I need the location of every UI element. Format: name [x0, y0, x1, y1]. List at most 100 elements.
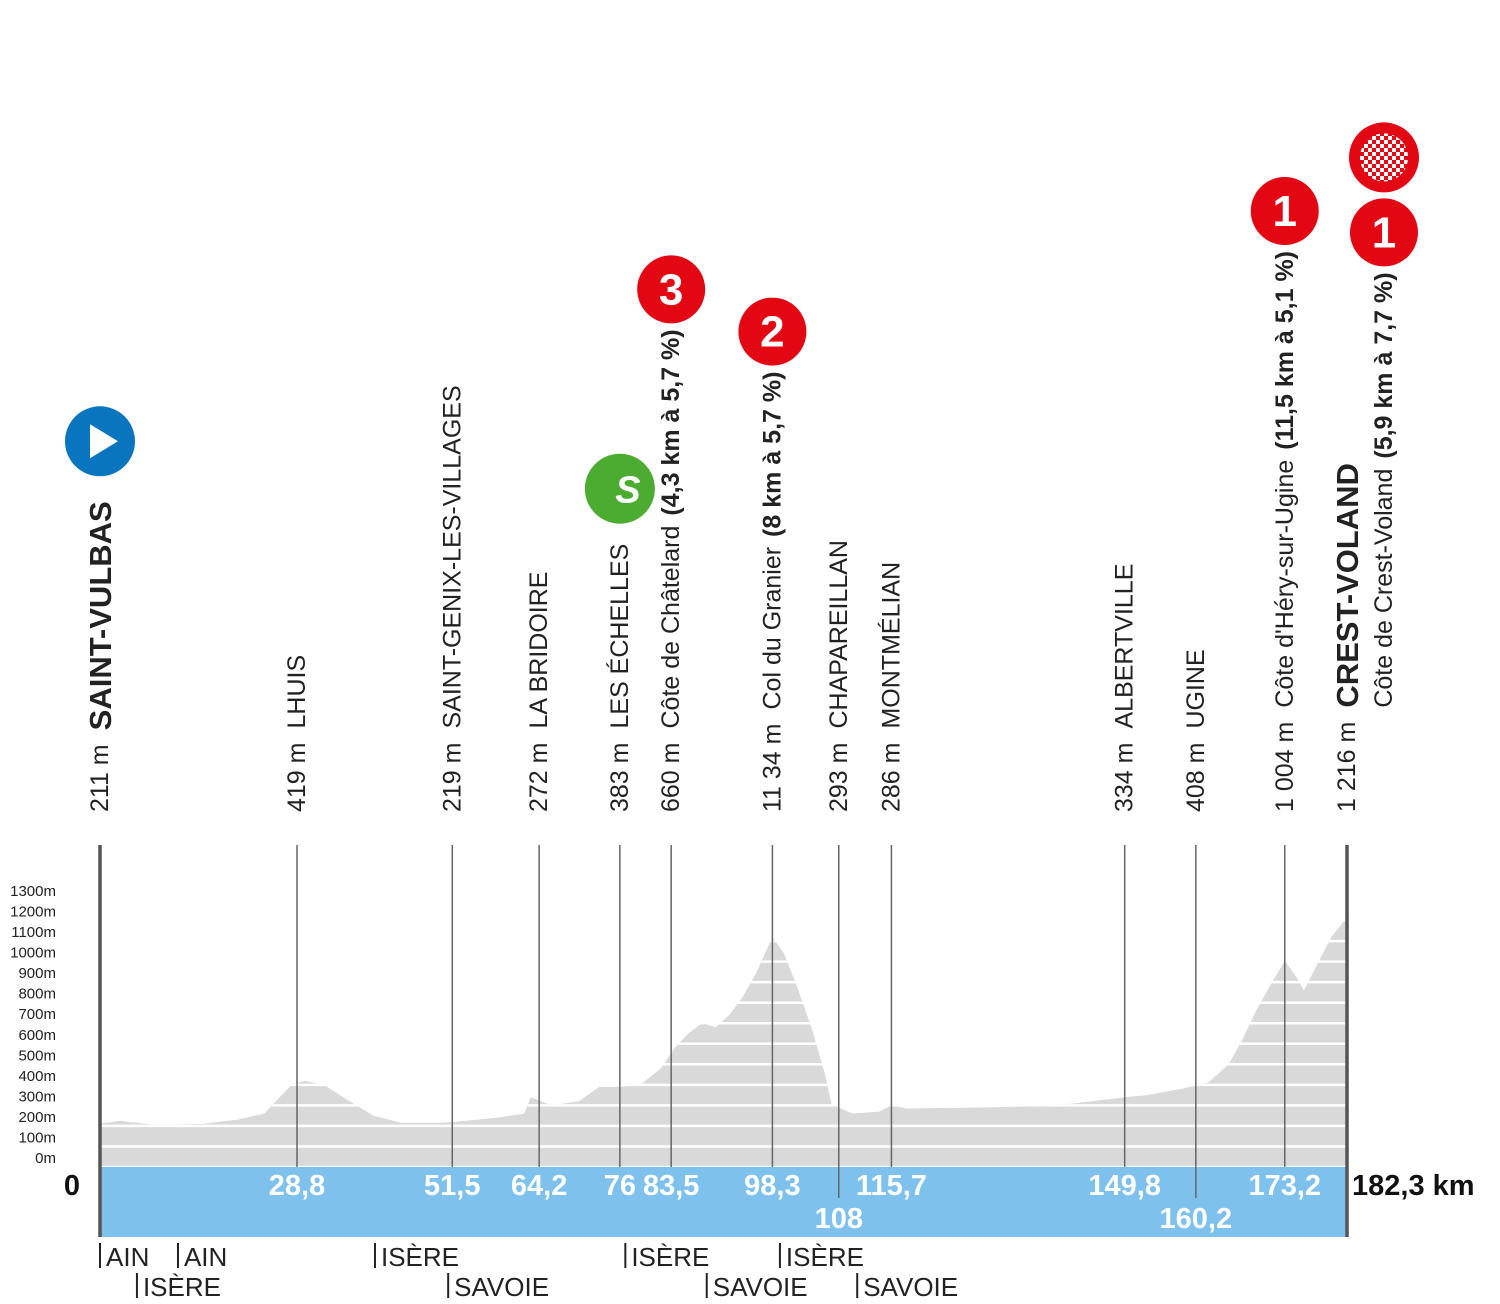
km-label: 149,8	[1088, 1170, 1161, 1202]
waypoint-altitude: 286 m	[877, 743, 905, 812]
waypoint-name: LHUIS	[283, 655, 311, 729]
waypoint-text: 1 216 m CREST-VOLAND	[1330, 463, 1365, 812]
waypoint-name: Col du Granier	[758, 547, 786, 710]
waypoint-altitude: 293 m	[825, 743, 853, 812]
km-label: 115,7	[856, 1170, 927, 1202]
distance-band	[100, 1167, 1347, 1237]
waypoint-label: 660 m Côte de Châtelard (4,3 km à 5,7 %)	[657, 329, 685, 812]
waypoint-altitude: 334 m	[1111, 743, 1139, 812]
border-label: ISÈRE	[631, 1242, 709, 1272]
waypoint-text: 660 m Côte de Châtelard (4,3 km à 5,7 %)	[657, 329, 685, 812]
climb-detail: (8 km à 5,7 %)	[758, 372, 786, 537]
km-label: 64,2	[511, 1170, 567, 1202]
waypoint-text: 383 m LES ÉCHELLES	[605, 544, 634, 812]
y-tick-label: 100m	[18, 1129, 56, 1146]
km-label: 28,8	[269, 1170, 325, 1202]
waypoint-altitude: 1 004 m	[1271, 722, 1299, 812]
sprint-badge	[584, 453, 655, 524]
waypoint-text: 419 m LHUIS	[283, 655, 311, 812]
waypoint-text: 11 34 m Col du Granier (8 km à 5,7 %)	[758, 372, 786, 812]
waypoint-label: 419 m LHUIS	[283, 655, 311, 812]
waypoint-label: 334 m ALBERTVILLE	[1111, 564, 1139, 812]
elevation-area	[100, 917, 1347, 1167]
waypoint-name: SAINT-VULBAS	[83, 501, 118, 730]
border-label: AIN	[184, 1242, 227, 1272]
km-label: 0	[64, 1170, 80, 1202]
waypoint-label: 383 m LES ÉCHELLES	[605, 544, 634, 812]
waypoint-text: 272 m LA BRIDOIRE	[525, 572, 553, 812]
waypoint-name: Côte de Châtelard	[657, 526, 685, 729]
climb-detail: (11,5 km à 5,1 %)	[1271, 251, 1299, 450]
climb-detail: (4,3 km à 5,7 %)	[657, 329, 685, 515]
border-label: SAVOIE	[713, 1272, 808, 1302]
sprint-label: S	[615, 470, 640, 512]
y-tick-label: 200m	[18, 1109, 56, 1126]
waypoint-text: 334 m ALBERTVILLE	[1111, 564, 1139, 812]
waypoint-altitude: 272 m	[525, 743, 553, 812]
waypoint-name: CHAPAREILLAN	[825, 540, 853, 729]
y-tick-label: 300m	[18, 1088, 56, 1105]
km-label: 98,3	[744, 1170, 800, 1202]
waypoint-label: 408 m UGINE	[1182, 649, 1210, 812]
waypoint-altitude: 419 m	[283, 743, 311, 812]
waypoint-altitude: 211 m	[86, 744, 114, 812]
km-label: 76	[604, 1170, 636, 1202]
waypoint-label: 219 m SAINT-GENIX-LES-VILLAGES	[438, 385, 466, 812]
climb-text: Côte de Crest-Voland (5,9 km à 7,7 %)	[1370, 272, 1398, 707]
km-label: 160,2	[1160, 1203, 1233, 1235]
waypoint-name: SAINT-GENIX-LES-VILLAGES	[438, 385, 466, 728]
waypoint-label: 1 004 m Côte d'Héry-sur-Ugine (11,5 km à 5…	[1271, 251, 1299, 812]
climb-category-badge	[1350, 198, 1418, 267]
y-tick-label: 1200m	[10, 904, 56, 921]
climb-category: 3	[659, 265, 683, 314]
climb-category-badge	[1250, 177, 1319, 245]
y-tick-label: 1100m	[11, 924, 56, 941]
km-label: 51,5	[424, 1170, 480, 1202]
waypoint-name: LA BRIDOIRE	[525, 572, 553, 729]
waypoint-label: 211 m SAINT-VULBAS	[83, 501, 118, 812]
border-label: SAVOIE	[454, 1272, 549, 1302]
waypoint-text: 1 004 m Côte d'Héry-sur-Ugine (11,5 km à 5…	[1271, 251, 1299, 812]
y-tick-label: 800m	[18, 986, 56, 1003]
y-tick-label: 600m	[18, 1027, 56, 1044]
y-tick-label: 1000m	[10, 945, 56, 962]
y-tick-label: 500m	[18, 1047, 56, 1064]
waypoint-name: Côte d'Héry-sur-Ugine	[1271, 460, 1299, 708]
waypoint-name: UGINE	[1182, 649, 1210, 728]
border-label: ISÈRE	[381, 1242, 459, 1272]
waypoint-altitude: 408 m	[1182, 743, 1210, 812]
border-label: ISÈRE	[143, 1272, 221, 1302]
waypoint-text: 408 m UGINE	[1182, 649, 1210, 812]
climb-category-badge	[637, 255, 706, 324]
waypoint-name: ALBERTVILLE	[1111, 564, 1139, 729]
waypoint-name: CREST-VOLAND	[1330, 463, 1365, 708]
waypoint-text: 211 m SAINT-VULBAS	[83, 501, 118, 812]
km-label: 173,2	[1248, 1170, 1321, 1202]
waypoint-label: 286 m MONTMÉLIAN	[876, 562, 905, 812]
waypoint-altitude: 660 m	[657, 743, 685, 812]
y-tick-label: 400m	[18, 1068, 56, 1085]
border-label: ISÈRE	[786, 1242, 864, 1272]
climb-name: Côte de Crest-Voland	[1370, 469, 1398, 708]
border-label: AIN	[106, 1242, 149, 1272]
waypoint-label: 11 34 m Col du Granier (8 km à 5,7 %)	[758, 372, 786, 812]
y-tick-label: 900m	[18, 965, 56, 982]
waypoint-text: 286 m MONTMÉLIAN	[876, 562, 905, 812]
waypoint-name: LES ÉCHELLES	[605, 544, 634, 729]
climb-label: Côte de Crest-Voland (5,9 km à 7,7 %)	[1370, 272, 1398, 707]
finish-flag-checker	[1360, 133, 1408, 182]
waypoint-altitude: 1 216 m	[1333, 722, 1361, 812]
km-label: 108	[815, 1203, 863, 1235]
waypoint-altitude: 219 m	[438, 743, 466, 812]
climb-category: 1	[1273, 187, 1297, 236]
y-tick-label: 0m	[35, 1150, 56, 1167]
y-tick-label: 1300m	[10, 883, 56, 900]
km-label: 182,3 km	[1352, 1170, 1475, 1202]
waypoint-label: 293 m CHAPAREILLAN	[825, 540, 853, 812]
waypoint-text: 293 m CHAPAREILLAN	[825, 540, 853, 812]
climb-category-badge	[738, 297, 807, 366]
climb-category: 2	[760, 308, 784, 357]
y-tick-label: 700m	[18, 1006, 56, 1023]
waypoint-text: 219 m SAINT-GENIX-LES-VILLAGES	[438, 385, 466, 812]
